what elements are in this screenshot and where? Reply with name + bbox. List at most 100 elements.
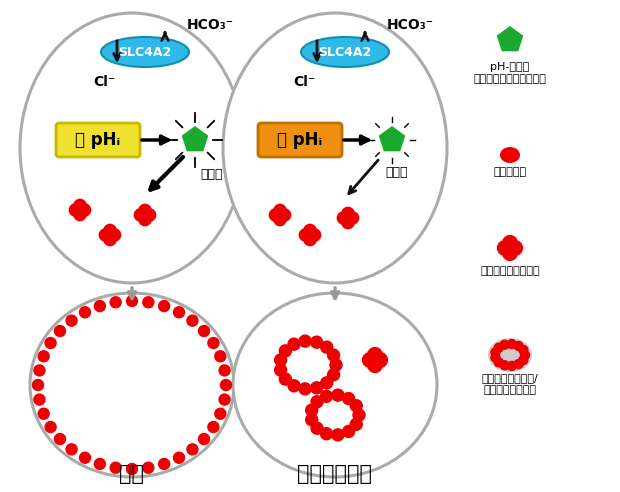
Circle shape xyxy=(38,351,49,362)
Ellipse shape xyxy=(101,37,189,67)
Circle shape xyxy=(368,359,382,372)
Ellipse shape xyxy=(300,225,320,245)
Circle shape xyxy=(363,353,376,367)
Text: 組織化: 組織化 xyxy=(385,165,407,179)
Circle shape xyxy=(143,297,154,308)
Circle shape xyxy=(274,204,286,216)
Circle shape xyxy=(278,209,291,221)
Circle shape xyxy=(139,204,151,216)
Circle shape xyxy=(219,394,230,405)
Circle shape xyxy=(288,380,300,392)
Circle shape xyxy=(79,452,91,463)
Circle shape xyxy=(503,246,517,260)
Circle shape xyxy=(74,209,86,221)
FancyBboxPatch shape xyxy=(56,123,140,157)
Ellipse shape xyxy=(223,13,447,283)
Circle shape xyxy=(280,373,291,385)
Circle shape xyxy=(74,199,86,212)
Circle shape xyxy=(299,229,311,241)
Text: 正常: 正常 xyxy=(120,464,144,484)
Circle shape xyxy=(497,241,511,255)
Circle shape xyxy=(491,348,500,357)
Circle shape xyxy=(309,229,321,241)
Circle shape xyxy=(126,296,138,307)
Text: Cl⁻: Cl⁻ xyxy=(293,75,315,89)
Text: 機能喪失変異: 機能喪失変異 xyxy=(298,464,373,484)
Circle shape xyxy=(94,459,105,469)
Text: 高 pHᵢ: 高 pHᵢ xyxy=(277,131,322,149)
Circle shape xyxy=(500,340,509,349)
FancyBboxPatch shape xyxy=(258,123,342,157)
Circle shape xyxy=(110,297,121,308)
Circle shape xyxy=(280,345,291,357)
Circle shape xyxy=(55,433,66,444)
Circle shape xyxy=(519,356,528,365)
Circle shape xyxy=(311,336,322,348)
Circle shape xyxy=(66,315,77,326)
Circle shape xyxy=(208,338,219,348)
Circle shape xyxy=(321,390,332,402)
Circle shape xyxy=(311,396,323,408)
Circle shape xyxy=(94,301,105,311)
Text: Cl⁻: Cl⁻ xyxy=(93,75,115,89)
Circle shape xyxy=(304,234,316,246)
Ellipse shape xyxy=(30,293,234,477)
Circle shape xyxy=(110,462,121,473)
Circle shape xyxy=(219,365,230,376)
Ellipse shape xyxy=(233,293,437,477)
Circle shape xyxy=(373,353,388,367)
Ellipse shape xyxy=(135,205,155,225)
Circle shape xyxy=(500,361,509,370)
Ellipse shape xyxy=(100,225,120,245)
Circle shape xyxy=(353,409,365,421)
Circle shape xyxy=(507,362,516,370)
Circle shape xyxy=(350,400,362,412)
Ellipse shape xyxy=(500,147,520,163)
Circle shape xyxy=(342,207,354,219)
Circle shape xyxy=(311,422,323,434)
Circle shape xyxy=(299,335,311,347)
Text: SLC4A2: SLC4A2 xyxy=(319,45,371,59)
Circle shape xyxy=(368,347,382,362)
Circle shape xyxy=(350,418,362,430)
Circle shape xyxy=(104,234,116,246)
Circle shape xyxy=(34,365,45,376)
Circle shape xyxy=(503,236,517,249)
Circle shape xyxy=(143,462,154,473)
Circle shape xyxy=(321,341,333,353)
Circle shape xyxy=(494,343,503,352)
Circle shape xyxy=(79,307,91,318)
Circle shape xyxy=(79,204,91,216)
Ellipse shape xyxy=(488,338,532,372)
Circle shape xyxy=(299,383,311,395)
Circle shape xyxy=(198,326,210,337)
Circle shape xyxy=(508,241,523,255)
Circle shape xyxy=(321,428,332,440)
Circle shape xyxy=(104,224,116,236)
Text: 低 pHᵢ: 低 pHᵢ xyxy=(76,131,121,149)
Circle shape xyxy=(69,204,81,216)
Circle shape xyxy=(55,326,66,337)
Circle shape xyxy=(198,433,210,444)
Text: 組織化: 組織化 xyxy=(200,168,223,182)
Text: HCO₃⁻: HCO₃⁻ xyxy=(187,18,234,32)
Text: SLC4A2: SLC4A2 xyxy=(118,45,172,59)
Ellipse shape xyxy=(270,205,290,225)
Circle shape xyxy=(38,408,49,419)
Circle shape xyxy=(327,369,340,381)
Circle shape xyxy=(32,379,43,391)
Text: 集積したポドゾーム: 集積したポドゾーム xyxy=(480,266,540,276)
Circle shape xyxy=(275,354,286,366)
Circle shape xyxy=(187,315,198,326)
Ellipse shape xyxy=(498,236,522,260)
Circle shape xyxy=(507,339,516,348)
Circle shape xyxy=(491,353,500,362)
Circle shape xyxy=(306,414,317,426)
Circle shape xyxy=(327,349,340,361)
Circle shape xyxy=(337,212,349,224)
Circle shape xyxy=(135,209,146,221)
Circle shape xyxy=(221,379,231,391)
Circle shape xyxy=(159,459,170,469)
Circle shape xyxy=(174,307,185,318)
Ellipse shape xyxy=(20,13,244,283)
